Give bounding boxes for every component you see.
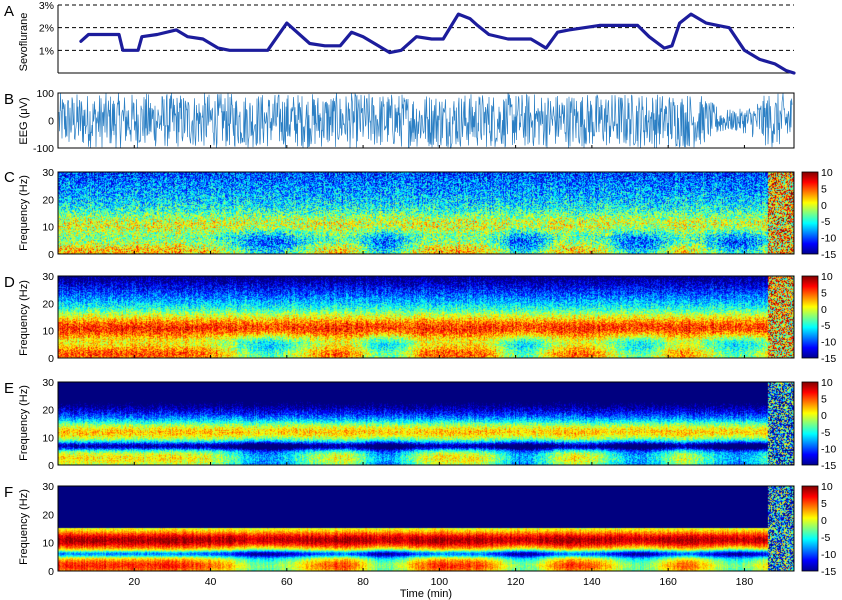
panel-f-colorbar <box>801 485 819 572</box>
colorbar-tick-label: -10 <box>821 443 836 455</box>
panel-b-frame <box>57 92 795 149</box>
panel-c-heatmap <box>58 172 794 254</box>
colorbar-tick-label: 10 <box>821 481 833 493</box>
time-axis-label: Time (min) <box>400 588 452 600</box>
panel-c-colorbar <box>801 171 819 255</box>
panel-a-ytick: 3% <box>39 0 54 12</box>
panel-c-frame <box>57 171 795 255</box>
panel-d-ylabel: Frequency (Hz) <box>18 280 30 356</box>
panel-label-d: D <box>4 274 15 291</box>
panel-e-frame <box>57 381 795 466</box>
panel-d-spectrogram: Frequency (Hz) 30 20 10 0 10 5 0 -5 -10 -15 <box>18 271 836 365</box>
panel-c-ytick: 0 <box>48 249 54 261</box>
colorbar-tick-label: -15 <box>821 249 836 261</box>
panel-b-ylabel: EEG (μV) <box>18 97 30 144</box>
panel-f-xtick-label: 140 <box>583 576 601 588</box>
panel-d-frame <box>57 275 795 359</box>
panel-d-ytick: 30 <box>42 271 54 283</box>
panel-f-frame <box>57 485 795 572</box>
panel-b-ytick: -100 <box>33 143 54 155</box>
eeg-trace <box>58 93 793 150</box>
panel-e-ytick: 10 <box>42 432 54 444</box>
panel-f-xtick-label: 100 <box>431 576 449 588</box>
panel-f-xtick-label: 20 <box>128 576 140 588</box>
colorbar-tick-label: 5 <box>821 183 827 195</box>
panel-e-colorbar <box>801 381 819 466</box>
panel-d-colorbar <box>801 275 819 359</box>
colorbar-tick-label: 5 <box>821 498 827 510</box>
colorbar-tick-label: 0 <box>821 304 827 316</box>
sevoflurane-line <box>79 12 796 75</box>
panel-d-ytick: 10 <box>42 326 54 338</box>
colorbar-tick-label: -10 <box>821 549 836 561</box>
colorbar-tick-label: 10 <box>821 377 833 389</box>
colorbar-tick-label: 0 <box>821 410 827 422</box>
panel-f-xtick-label: 160 <box>659 576 677 588</box>
colorbar-tick-label: 0 <box>821 515 827 527</box>
panel-b-eeg: EEG (μV) 100 0 -100 <box>18 88 795 155</box>
panel-e-heatmap <box>58 382 794 465</box>
panel-b-ytick: 100 <box>36 88 54 100</box>
panel-e-ytick: 20 <box>42 405 54 417</box>
panel-d-ytick: 20 <box>42 298 54 310</box>
panel-f-ytick: 10 <box>42 538 54 550</box>
panel-f-ytick: 0 <box>48 566 54 578</box>
panel-f-ytick: 30 <box>42 481 54 493</box>
colorbar-tick-label: 0 <box>821 200 827 212</box>
panel-c-spectrogram: Frequency (Hz) 30 20 10 0 10 5 0 -5 -10 -15 <box>18 167 836 261</box>
panel-f-xtick-label: 60 <box>281 576 293 588</box>
panel-f-heatmap <box>58 486 794 571</box>
panel-label-b: B <box>4 91 14 108</box>
panel-e-spectrogram: Frequency (Hz) 30 20 10 0 10 5 0 -5 -10 -15 <box>18 377 836 472</box>
panel-e-ylabel: Frequency (Hz) <box>18 385 30 461</box>
panel-label-a: A <box>4 3 14 20</box>
panel-label-e: E <box>4 380 14 397</box>
colorbar-tick-label: -5 <box>821 532 830 544</box>
panel-d-heatmap <box>58 276 794 358</box>
panel-f-ytick: 20 <box>42 509 54 521</box>
colorbar-tick-label: -5 <box>821 216 830 228</box>
panel-e-ytick: 0 <box>48 460 54 472</box>
panel-c-ytick: 30 <box>42 167 54 179</box>
panel-c-ytick: 20 <box>42 194 54 206</box>
colorbar-tick-label: -10 <box>821 337 836 349</box>
panel-f-xtick-label: 40 <box>205 576 217 588</box>
panel-a-sevoflurane: Sevoflurane 3% 2% 1% <box>18 0 796 75</box>
colorbar-tick-label: -15 <box>821 566 836 578</box>
colorbar-tick-label: 10 <box>821 167 833 179</box>
colorbar-tick-label: -15 <box>821 353 836 365</box>
panel-a-ytick: 2% <box>39 23 54 35</box>
panel-f-ylabel: Frequency (Hz) <box>18 489 30 565</box>
panel-b-ytick: 0 <box>48 116 54 128</box>
colorbar-tick-label: 5 <box>821 394 827 406</box>
colorbar-tick-label: -15 <box>821 460 836 472</box>
panel-a-ytick: 1% <box>39 45 54 57</box>
panel-label-f: F <box>4 484 13 501</box>
colorbar-tick-label: -10 <box>821 233 836 245</box>
panel-f-xtick-label: 80 <box>357 576 369 588</box>
panel-e-ytick: 30 <box>42 377 54 389</box>
panel-d-ytick: 0 <box>48 353 54 365</box>
panel-f-xtick-label: 180 <box>736 576 754 588</box>
panel-a-ylabel: Sevoflurane <box>18 13 30 72</box>
colorbar-tick-label: -5 <box>821 320 830 332</box>
panel-c-ytick: 10 <box>42 222 54 234</box>
panel-f-xtick-label: 120 <box>507 576 525 588</box>
colorbar-tick-label: 10 <box>821 271 833 283</box>
panel-label-c: C <box>4 169 15 186</box>
colorbar-tick-label: 5 <box>821 287 827 299</box>
panel-c-ylabel: Frequency (Hz) <box>18 175 30 251</box>
colorbar-tick-label: -5 <box>821 427 830 439</box>
